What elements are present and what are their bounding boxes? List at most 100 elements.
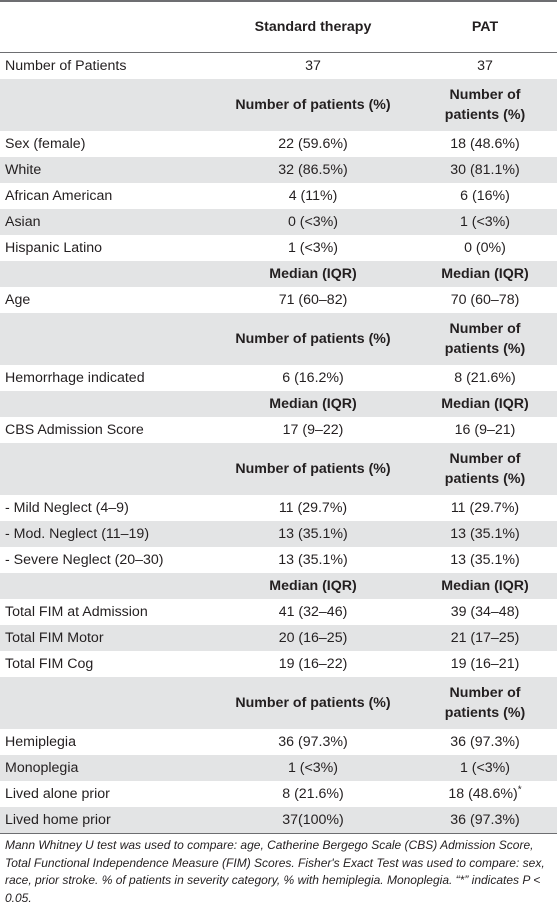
row-label: - Mod. Neglect (11–19) xyxy=(0,521,213,547)
table-row: - Mild Neglect (4–9) 11 (29.7%) 11 (29.7%) xyxy=(0,495,557,521)
subheader-standard: Median (IQR) xyxy=(213,391,413,417)
standard-value: 4 (11%) xyxy=(288,188,338,204)
pat-value-text: 6 (16%) xyxy=(460,188,510,204)
standard-value: 41 (32–46) xyxy=(278,604,348,620)
standard-value: 22 (59.6%) xyxy=(278,136,348,152)
pat-value-text: 13 (35.1%) xyxy=(450,552,520,568)
standard-value: 1 (<3%) xyxy=(213,755,413,781)
standard-value: 37(100%) xyxy=(213,807,413,834)
standard-value: 11 (29.7%) xyxy=(278,500,348,516)
subheader-pat: Median (IQR) xyxy=(413,261,557,287)
row-label: White xyxy=(0,157,213,183)
significance-marker: * xyxy=(517,784,522,796)
pat-value-text: 30 (81.1%) xyxy=(450,162,520,178)
column-header-label xyxy=(0,0,213,53)
row-label: Lived alone prior xyxy=(5,786,110,802)
row-label: Hemorrhage indicated xyxy=(5,370,145,386)
column-header-standard-therapy: Standard therapy xyxy=(213,0,413,53)
table-row: - Severe Neglect (20–30) 13 (35.1%) 13 (35… xyxy=(0,547,557,573)
table-row: Age 71 (60–82) 70 (60–78) xyxy=(0,287,557,313)
standard-value: 32 (86.5%) xyxy=(213,157,413,183)
row-label: Hemiplegia xyxy=(5,734,76,750)
table-row: Hemorrhage indicated 6 (16.2%) 8 (21.6%) xyxy=(0,365,557,391)
table-row: Asian 0 (<3%) 1 (<3%) xyxy=(0,209,557,235)
pat-value-text: 21 (17–25) xyxy=(450,630,520,646)
subheader-row: Number of patients (%) Number of patients… xyxy=(0,677,557,729)
row-label: - Severe Neglect (20–30) xyxy=(5,552,164,568)
pat-value: 18 (48.6%)* xyxy=(413,781,557,807)
subheader-standard: Number of patients (%) xyxy=(213,443,413,495)
pat-value: 13 (35.1%) xyxy=(413,521,557,547)
column-header-pat: PAT xyxy=(413,0,557,53)
row-label: Monoplegia xyxy=(0,755,213,781)
subheader-standard: Number of patients (%) xyxy=(213,677,413,729)
standard-value: 8 (21.6%) xyxy=(282,786,344,802)
pat-value-text: 11 (29.7%) xyxy=(450,500,520,516)
subheader-row: Median (IQR) Median (IQR) xyxy=(0,391,557,417)
subheader-row: Median (IQR) Median (IQR) xyxy=(0,573,557,599)
standard-value: 37 xyxy=(213,52,413,79)
pat-value: 18 (48.6%) xyxy=(413,131,557,157)
subheader-pat: Median (IQR) xyxy=(413,573,557,599)
pat-value-text: 1 (<3%) xyxy=(459,214,511,230)
pat-value-text: 18 (48.6%) xyxy=(450,136,520,152)
subheader-standard: Median (IQR) xyxy=(213,573,413,599)
table-row: Number of Patients 37 37 xyxy=(0,52,557,79)
table-row: Hemiplegia 36 (97.3%) 36 (97.3%) xyxy=(0,729,557,755)
standard-value: 17 (9–22) xyxy=(282,422,344,438)
table-row: - Mod. Neglect (11–19) 13 (35.1%) 13 (35.1… xyxy=(0,521,557,547)
standard-value: 13 (35.1%) xyxy=(213,521,413,547)
subheader-empty-cell xyxy=(0,391,213,417)
pat-value-text: 39 (34–48) xyxy=(450,604,520,620)
pat-value-text: 0 (0%) xyxy=(464,240,506,256)
table-row: Lived alone prior 8 (21.6%) 18 (48.6%)* xyxy=(0,781,557,807)
pat-value-text: 8 (21.6%) xyxy=(454,370,516,386)
subheader-pat: Number of patients (%) xyxy=(413,79,557,131)
table-body: Number of Patients 37 37 Number of patients… xyxy=(0,52,557,834)
pat-value-text: 16 (9–21) xyxy=(454,422,516,438)
standard-value: 19 (16–22) xyxy=(278,656,348,672)
table-row: Total FIM at Admission 41 (32–46) 39 (34–4… xyxy=(0,599,557,625)
pat-value: 8 (21.6%) xyxy=(413,365,557,391)
pat-value-text: 19 (16–21) xyxy=(450,656,520,672)
standard-value: 1 (<3%) xyxy=(287,240,339,256)
pat-value: 37 xyxy=(413,52,557,79)
table-row: Total FIM Motor 20 (16–25) 21 (17–25) xyxy=(0,625,557,651)
row-label: Asian xyxy=(0,209,213,235)
row-label: Number of Patients xyxy=(0,52,213,79)
row-label: Age xyxy=(5,292,31,308)
row-label: Sex (female) xyxy=(5,136,86,152)
standard-value: 36 (97.3%) xyxy=(278,734,348,750)
pat-value-text: 36 (97.3%) xyxy=(450,812,520,828)
pat-value-text: 36 (97.3%) xyxy=(450,734,520,750)
pat-value-text: 70 (60–78) xyxy=(450,292,520,308)
subheader-empty-cell xyxy=(0,443,213,495)
row-label: CBS Admission Score xyxy=(5,422,144,438)
pat-value: 6 (16%) xyxy=(413,183,557,209)
pat-value: 13 (35.1%) xyxy=(413,547,557,573)
row-label: African American xyxy=(5,188,113,204)
pat-value-text: 37 xyxy=(477,58,493,74)
subheader-standard: Number of patients (%) xyxy=(213,79,413,131)
pat-value-text: 1 (<3%) xyxy=(459,760,511,776)
pat-value: 1 (<3%) xyxy=(413,755,557,781)
table-footnote: Mann Whitney U test was used to compare:… xyxy=(5,838,545,905)
pat-value: 16 (9–21) xyxy=(413,417,557,443)
row-label: Total FIM at Admission xyxy=(5,604,148,620)
table-row: Hispanic Latino 1 (<3%) 0 (0%) xyxy=(0,235,557,261)
subheader-empty-cell xyxy=(0,313,213,365)
pat-value: 11 (29.7%) xyxy=(413,495,557,521)
standard-value: 0 (<3%) xyxy=(213,209,413,235)
table-row: Lived home prior 37(100%) 36 (97.3%) xyxy=(0,807,557,834)
standard-value: 20 (16–25) xyxy=(213,625,413,651)
subheader-pat: Number of patients (%) xyxy=(413,443,557,495)
pat-value: 19 (16–21) xyxy=(413,651,557,677)
table-row: Total FIM Cog 19 (16–22) 19 (16–21) xyxy=(0,651,557,677)
subheader-pat: Median (IQR) xyxy=(413,391,557,417)
subheader-empty-cell xyxy=(0,79,213,131)
subheader-standard: Median (IQR) xyxy=(213,261,413,287)
subheader-row: Median (IQR) Median (IQR) xyxy=(0,261,557,287)
standard-value: 71 (60–82) xyxy=(278,292,348,308)
demographics-table: Standard therapy PAT Number of Patients 3… xyxy=(0,0,557,834)
